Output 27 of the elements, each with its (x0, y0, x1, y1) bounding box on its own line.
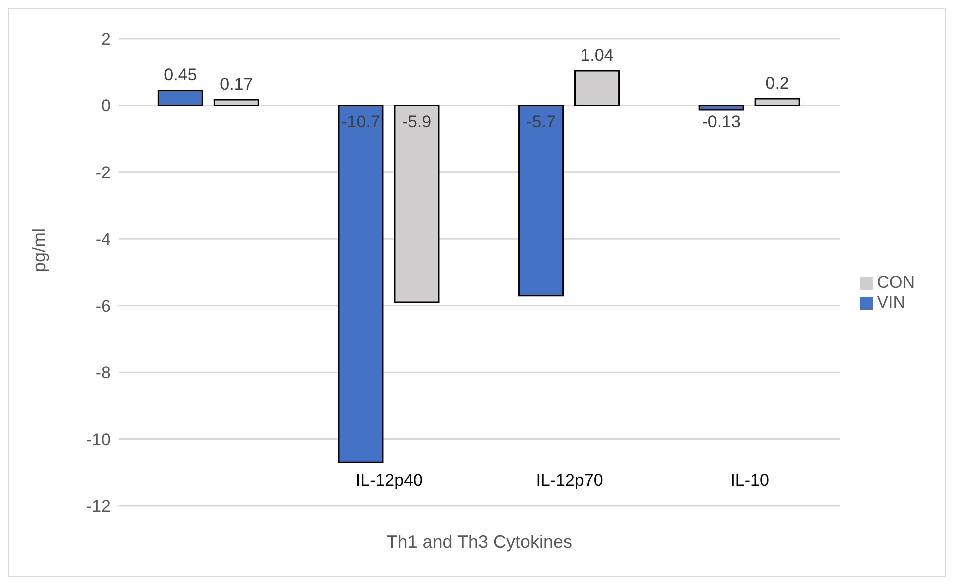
y-axis-title: pg/ml (29, 228, 50, 272)
data-label: -0.13 (702, 112, 741, 132)
y-tick-label: 2 (102, 30, 111, 50)
bar (698, 104, 744, 111)
y-tick-label: 0 (102, 96, 111, 116)
legend-label: CON (877, 272, 915, 292)
x-tick-label: IL-12p70 (536, 471, 604, 490)
x-tick-label: IL-12p40 (356, 471, 424, 490)
legend-label: VIN (877, 292, 906, 312)
data-label: 1.04 (580, 46, 614, 66)
y-tick-label: -2 (96, 163, 111, 182)
bar (338, 104, 384, 464)
bar (518, 104, 564, 297)
data-label: -10.7 (342, 112, 380, 132)
data-label: 0.17 (220, 75, 254, 94)
y-tick-label: -8 (96, 364, 111, 383)
data-label: 0.45 (164, 66, 198, 85)
data-label: -5.9 (402, 112, 432, 132)
data-label: -5.7 (526, 112, 556, 132)
x-axis-title: Th1 and Th3 Cytokines (386, 532, 572, 552)
y-tick-label: -6 (96, 296, 111, 316)
y-tick-label: -10 (86, 430, 111, 450)
y-tick-label: -4 (96, 230, 111, 250)
x-tick-label: IL-10 (730, 471, 770, 490)
data-label: 0.2 (766, 74, 790, 94)
bar (158, 90, 204, 106)
y-tick-label: -12 (86, 497, 111, 516)
